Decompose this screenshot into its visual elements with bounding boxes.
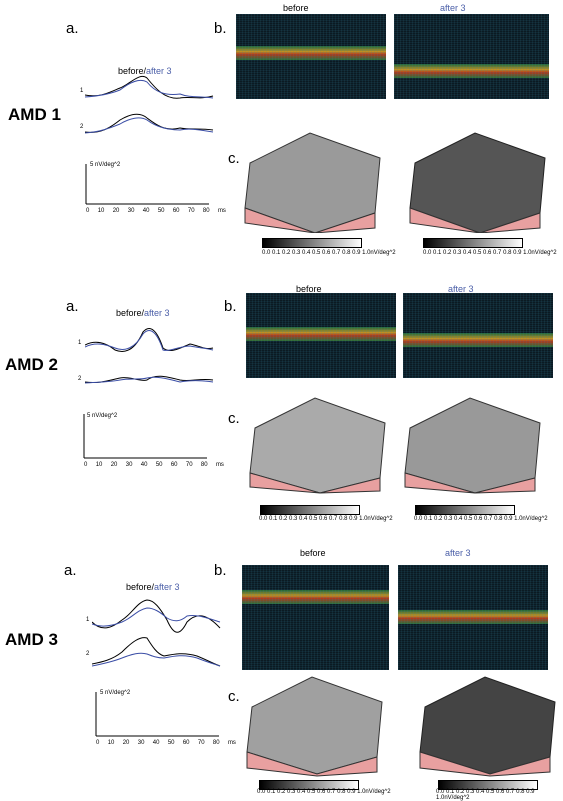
panel-label-a: a. xyxy=(66,298,79,315)
trace-number-1: 1 xyxy=(86,617,90,623)
trace-number-1: 1 xyxy=(80,88,84,94)
erg-traces xyxy=(85,328,214,384)
colorbar-label-after: 0.0 0.1 0.2 0.3 0.4 0.5 0.6 0.7 0.8 0.9 … xyxy=(436,789,535,801)
oct-title-before: before xyxy=(296,284,322,294)
row-title: AMD 1 xyxy=(8,105,61,124)
trace-number-2: 2 xyxy=(78,376,82,382)
panel-label-a: a. xyxy=(66,20,79,37)
time-axis xyxy=(85,164,209,205)
panel-label-c: c. xyxy=(228,688,240,705)
colorbar-label-before: 0.0 0.1 0.2 0.3 0.4 0.5 0.6 0.7 0.8 0.9 … xyxy=(262,250,396,256)
oct-image-before xyxy=(236,14,386,99)
oct-image-after xyxy=(394,14,549,99)
mferg-3d-plot-after xyxy=(419,676,556,777)
trace-number-2: 2 xyxy=(80,124,84,130)
time-axis xyxy=(95,692,219,737)
row-title: AMD 2 xyxy=(5,355,58,374)
mferg-3d-plot-after xyxy=(409,132,546,233)
colorbar-after xyxy=(438,780,538,790)
oct-image-after xyxy=(403,293,553,378)
colorbar-after xyxy=(423,238,523,248)
mferg-3d-plot-before xyxy=(244,132,381,233)
oct-title-before: before xyxy=(300,548,326,558)
time-axis xyxy=(83,414,207,459)
mferg-3d-plot-before xyxy=(246,676,383,777)
oct-title-before: before xyxy=(283,3,309,13)
oct-image-after xyxy=(398,565,548,670)
oct-image-before xyxy=(246,293,396,378)
legend: before/after 3 xyxy=(116,308,170,318)
colorbar-before xyxy=(260,505,360,515)
legend: before/after 3 xyxy=(126,582,180,592)
panel-label-c: c. xyxy=(228,410,240,427)
colorbar-before xyxy=(262,238,362,248)
colorbar-after xyxy=(415,505,515,515)
panel-label-b: b. xyxy=(214,20,227,37)
panel-label-b: b. xyxy=(224,298,237,315)
legend: before/after 3 xyxy=(118,66,172,76)
time-ticks: 0 10 20 30 40 50 60 70 80 ms xyxy=(96,740,236,746)
erg-traces xyxy=(85,75,214,134)
colorbar-label-after: 0.0 0.1 0.2 0.3 0.4 0.5 0.6 0.7 0.8 0.9 … xyxy=(414,516,548,522)
colorbar-before xyxy=(259,780,359,790)
trace-number-1: 1 xyxy=(78,340,82,346)
oct-title-after: after 3 xyxy=(445,548,471,558)
erg-traces xyxy=(92,599,221,667)
trace-number-2: 2 xyxy=(86,651,90,657)
scale-label: 5 nV/deg^2 xyxy=(87,413,118,419)
panel-label-b: b. xyxy=(214,562,227,579)
scale-label: 5 nV/deg^2 xyxy=(100,690,131,696)
colorbar-label-before: 0.0 0.1 0.2 0.3 0.4 0.5 0.6 0.7 0.8 0.9 … xyxy=(257,789,391,795)
colorbar-label-before: 0.0 0.1 0.2 0.3 0.4 0.5 0.6 0.7 0.8 0.9 … xyxy=(259,516,393,522)
oct-title-after: after 3 xyxy=(448,284,474,294)
time-ticks: 0 10 20 30 40 50 60 70 80 ms xyxy=(86,208,226,214)
legend-after: after 3 xyxy=(146,66,172,76)
time-ticks: 0 10 20 30 40 50 60 70 80 ms xyxy=(84,462,224,468)
panel-label-a: a. xyxy=(64,562,77,579)
oct-title-after: after 3 xyxy=(440,3,466,13)
row-title: AMD 3 xyxy=(5,630,58,649)
mferg-3d-plot-after xyxy=(404,397,541,494)
legend-before: before/ xyxy=(118,66,147,76)
scale-label: 5 nV/deg^2 xyxy=(90,162,121,168)
mferg-3d-plot-before xyxy=(249,397,386,494)
oct-image-before xyxy=(242,565,389,670)
panel-label-c: c. xyxy=(228,150,240,167)
colorbar-label-after: 0.0 0.1 0.2 0.3 0.4 0.5 0.6 0.7 0.8 0.9 … xyxy=(423,250,557,256)
